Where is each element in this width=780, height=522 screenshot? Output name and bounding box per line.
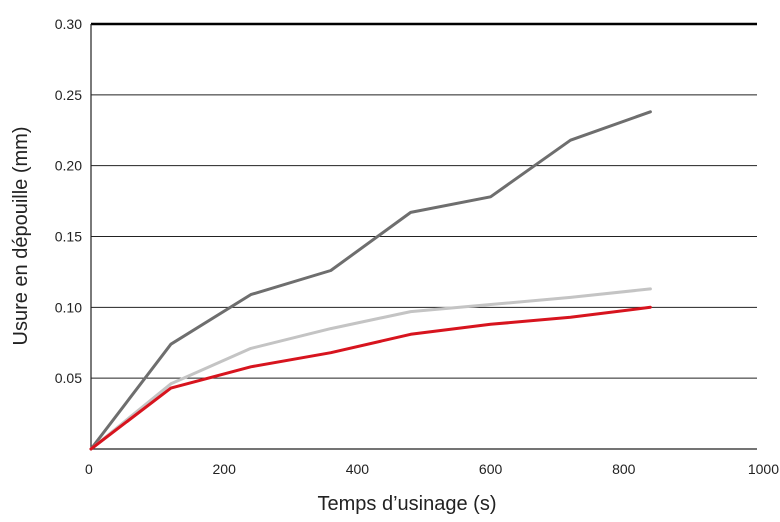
x-axis-title: Temps d’usinage (s) xyxy=(318,493,497,515)
x-tick-label: 0 xyxy=(85,461,93,477)
y-tick-label: 0.20 xyxy=(55,158,82,174)
y-axis-title: Usure en dépouille (mm) xyxy=(10,127,32,346)
x-tick-labels: 0 200 400 600 800 1000 xyxy=(85,461,779,477)
x-tick-label: 1000 xyxy=(748,461,779,477)
y-tick-label: 0.25 xyxy=(55,87,82,103)
grid-lines xyxy=(91,22,757,379)
x-tick-label: 400 xyxy=(346,461,370,477)
y-tick-label: 0.05 xyxy=(55,370,82,386)
y-tick-label: 0.15 xyxy=(55,229,82,245)
series-2 xyxy=(89,287,652,451)
y-tick-labels: 0.05 0.10 0.15 0.20 0.25 0.30 xyxy=(55,16,82,386)
y-tick-label: 0.10 xyxy=(55,299,82,315)
series-1 xyxy=(89,110,652,451)
series-line-1 xyxy=(89,110,652,451)
series-line-3 xyxy=(89,305,652,451)
series-3 xyxy=(89,305,652,451)
x-tick-label: 200 xyxy=(213,461,237,477)
x-tick-label: 600 xyxy=(479,461,503,477)
series-lines xyxy=(89,110,652,451)
axes xyxy=(90,24,757,450)
series-line-2 xyxy=(89,287,652,451)
x-tick-label: 800 xyxy=(612,461,636,477)
y-tick-label: 0.30 xyxy=(55,16,82,32)
